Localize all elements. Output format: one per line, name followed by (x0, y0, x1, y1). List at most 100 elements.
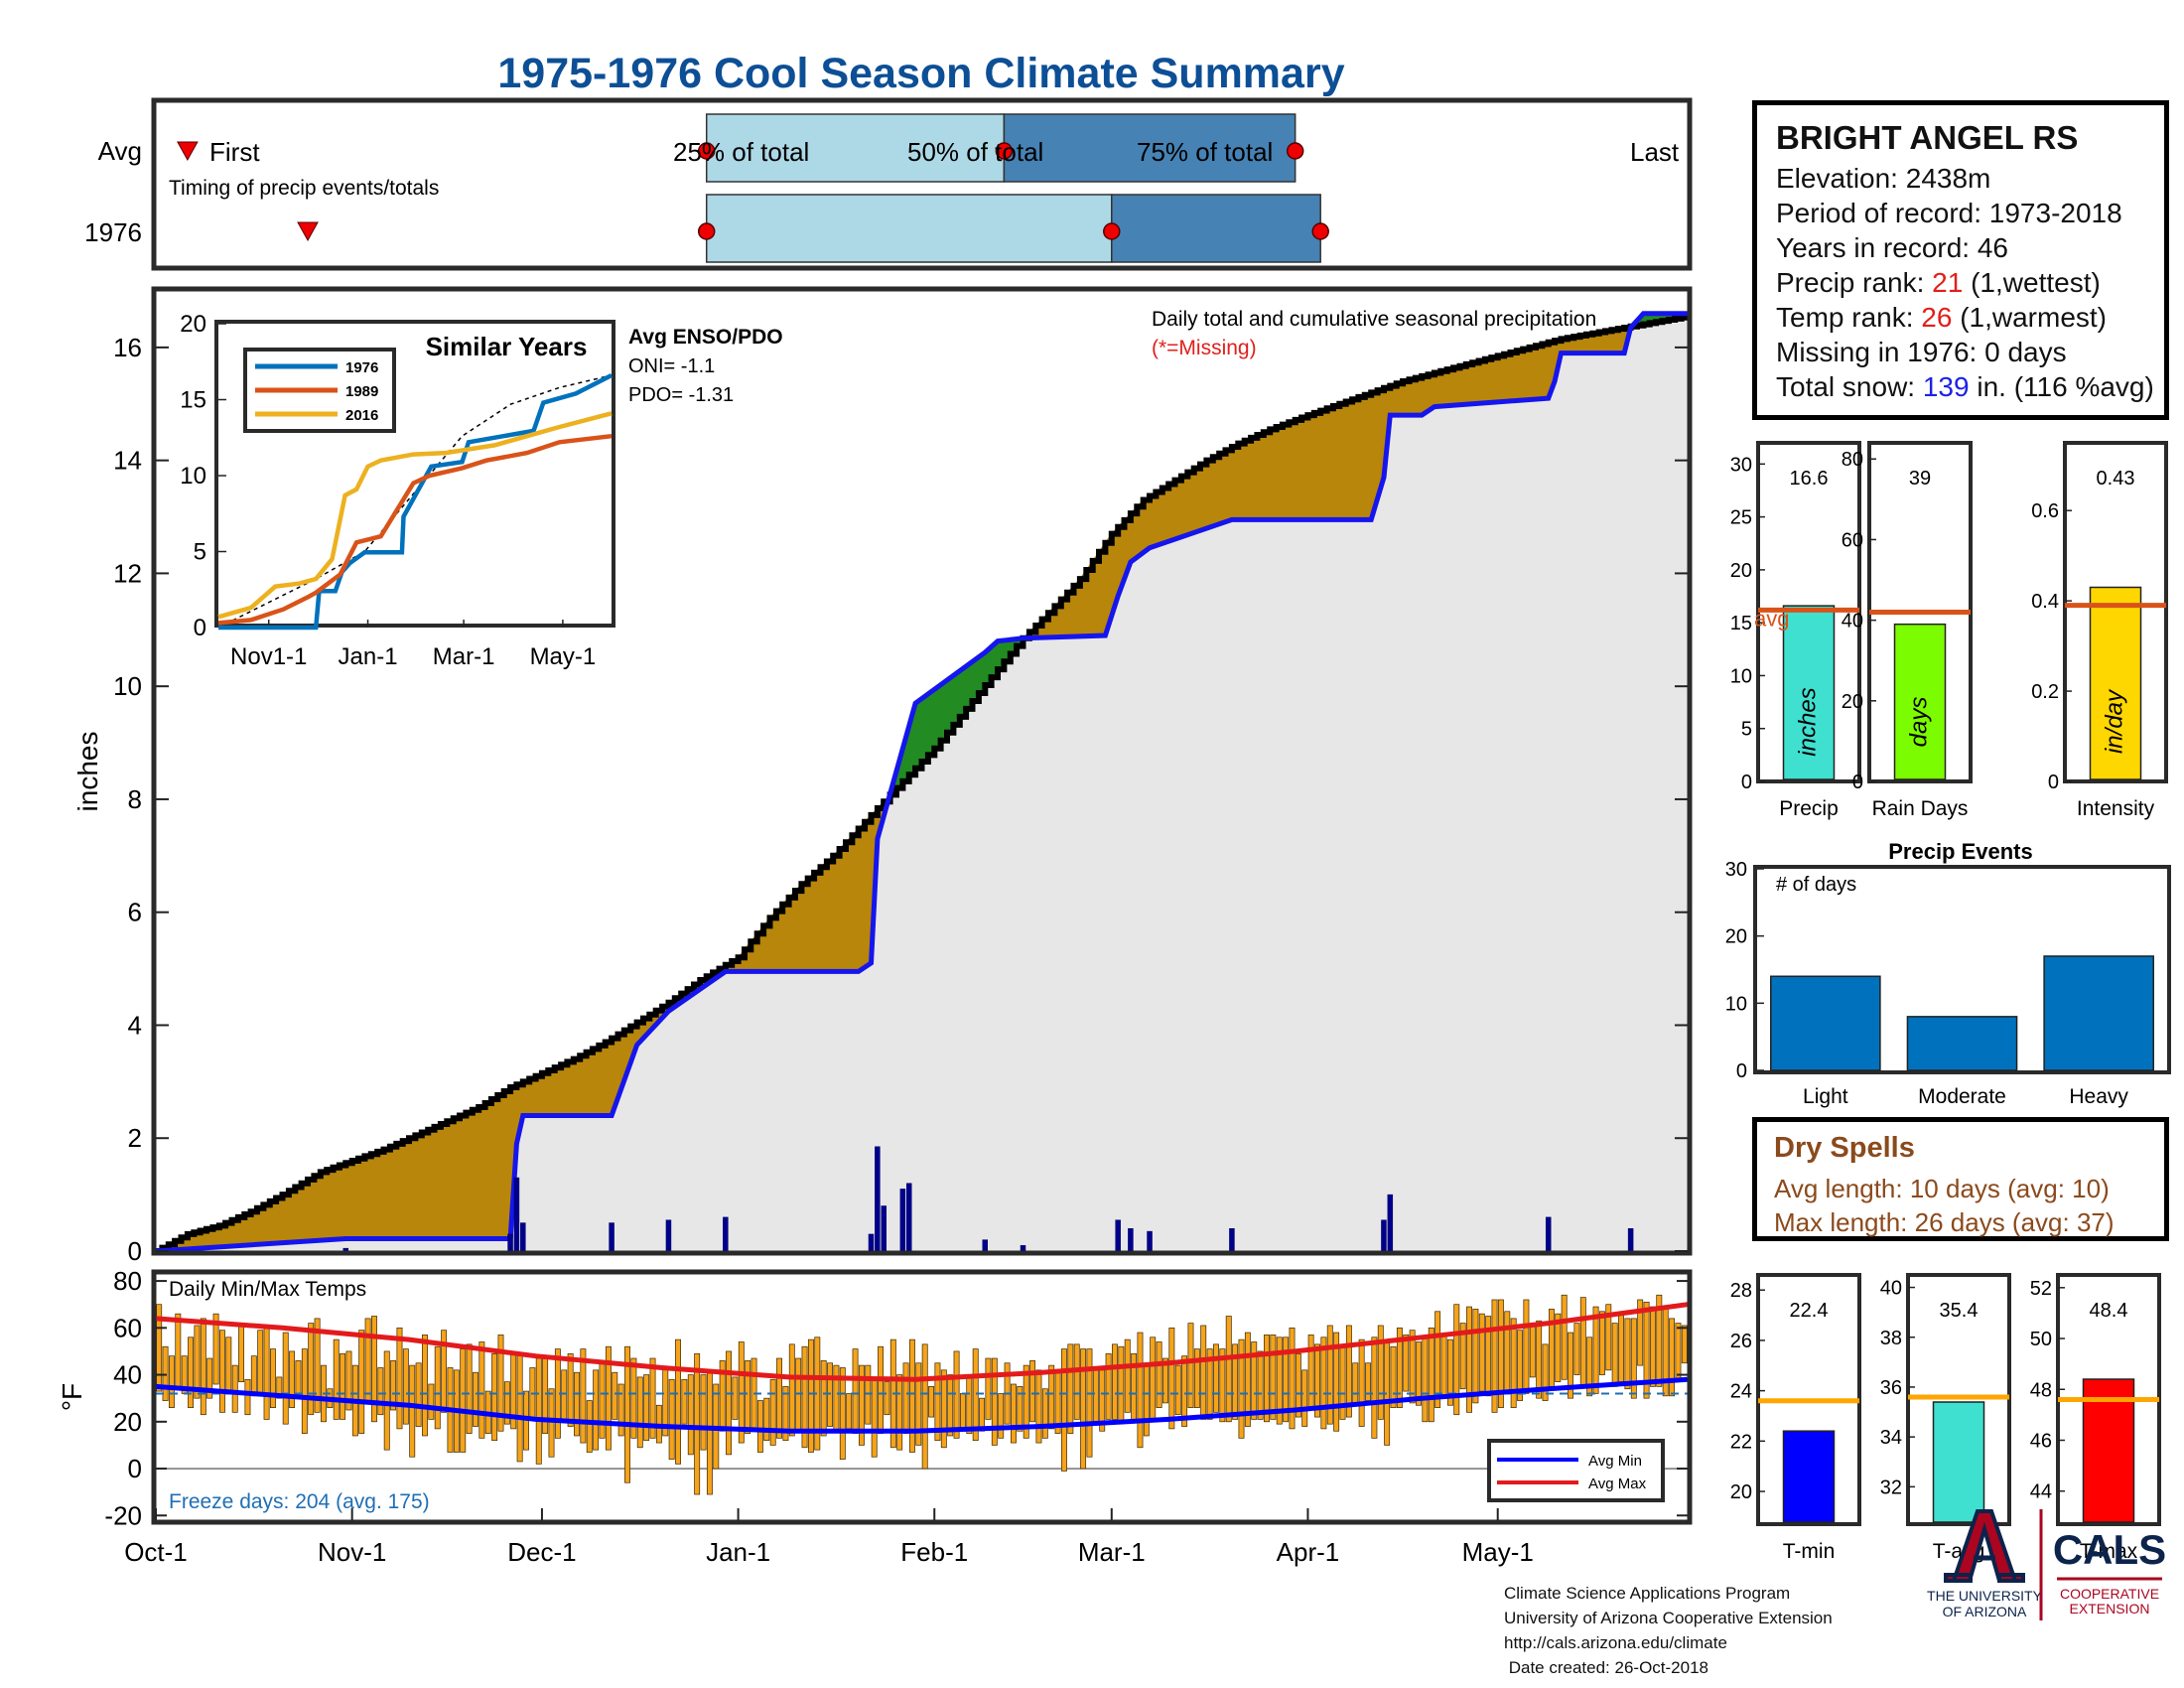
x-tick-label: Feb-1 (900, 1537, 968, 1567)
daily-temp-range-bar (801, 1345, 808, 1449)
inset-y-tick-label: 15 (180, 387, 206, 414)
daily-temp-range-bar (1517, 1330, 1523, 1401)
precip-bar-panels: 16.6 Precip 0 5 10 15 20 25 30 inches avg 39 Rain Da… (1730, 441, 2168, 820)
main-y-tick-label: 2 (128, 1123, 142, 1153)
precip-panel-y-tick-label: 0.6 (2031, 500, 2059, 522)
daily-precip-bar (1128, 1227, 1134, 1252)
daily-temp-range-bar (921, 1343, 928, 1470)
daily-precip-bar (1545, 1216, 1552, 1252)
years-label: Years in record: (1776, 232, 1978, 263)
daily-temp-range-bar (839, 1367, 846, 1460)
daily-temp-range-bar (719, 1360, 726, 1432)
daily-temp-range-bar (605, 1345, 612, 1451)
daily-temp-range-bar (1041, 1388, 1048, 1439)
daily-temp-range-bar (257, 1330, 264, 1397)
daily-temp-range-bar (599, 1362, 606, 1439)
temp-summary-panel-y-tick-label: 20 (1730, 1481, 1752, 1503)
avg-min-line (155, 1376, 1689, 1434)
inset-legend: 1976 1989 2016 (255, 359, 378, 424)
station-precip-rank: Precip rank: 21 (1,wettest) (1776, 267, 2101, 299)
temp-y-tick-label: -20 (104, 1500, 142, 1530)
daily-temp-range-bar (1314, 1343, 1320, 1418)
daily-temp-range-bar (700, 1374, 707, 1451)
daily-temp-range-bar (827, 1362, 833, 1427)
snow-label: Total snow: (1776, 371, 1923, 402)
daily-temp-range-bar (250, 1355, 257, 1397)
temp-plot-area (155, 1294, 1689, 1495)
daily-temp-range-bar (1011, 1383, 1017, 1444)
daily-temp-range-bar (846, 1393, 853, 1430)
temp-summary-panel-y-tick-label: 52 (2030, 1278, 2052, 1300)
temp-summary-panel-y-tick-label: 40 (1880, 1278, 1902, 1300)
daily-temp-range-bar (1396, 1327, 1403, 1408)
x-tick-label: Apr-1 (1277, 1537, 1340, 1567)
daily-temp-range-bar (908, 1338, 915, 1453)
daily-temp-range-bar (871, 1378, 878, 1458)
daily-temp-range-bar (1478, 1313, 1485, 1392)
daily-temp-range-bar (358, 1330, 365, 1434)
daily-precip-bar (723, 1216, 729, 1252)
daily-temp-range-bar (934, 1362, 941, 1442)
daily-temp-range-bar (1624, 1318, 1631, 1390)
daily-temp-range-bar (668, 1378, 675, 1460)
daily-temp-range-bar (1504, 1311, 1511, 1394)
precip-panel-y-tick-label: 0 (1852, 772, 1863, 793)
station-years: Years in record: 46 (1776, 232, 2008, 264)
daily-temp-range-bar (1434, 1311, 1441, 1408)
period-value: 1973-2018 (1988, 198, 2122, 228)
period-label: Period of record: (1776, 198, 1989, 228)
daily-temp-range-bar (675, 1338, 681, 1465)
main-chart-title: Daily total and cumulative seasonal prec… (1152, 308, 1596, 331)
daily-temp-range-bar (1251, 1341, 1258, 1420)
station-info-box: BRIGHT ANGEL RS Elevation: 2438m Period … (1752, 100, 2169, 420)
daily-temp-range-bar (218, 1330, 225, 1413)
temp-summary-panel-y-tick-label: 32 (1880, 1477, 1902, 1498)
precip-events-chart: Precip Events Light Moderate Heavy0102030 … (1725, 839, 2171, 1108)
precip-panel-y-tick-label: 30 (1730, 454, 1752, 476)
inset-legend-label-2016: 2016 (345, 407, 378, 424)
precip-panel-unit-label: in/day (2101, 688, 2127, 754)
daily-precip-bar (1381, 1219, 1387, 1252)
temp-summary-panel-y-tick-label: 22 (1730, 1431, 1752, 1453)
daily-temp-range-bar (985, 1357, 992, 1420)
credit-url[interactable]: http://cals.arizona.edu/climate (1504, 1633, 1727, 1652)
temp-rank-value: 26 (1921, 302, 1953, 333)
timing-q75-label: 75% of total (1137, 137, 1273, 167)
daily-temp-range-bar (940, 1369, 947, 1449)
temp-y-tick-label: 20 (113, 1407, 142, 1437)
timing-quartile-marker-avg (1286, 142, 1304, 160)
main-y-tick-label: 10 (113, 671, 142, 701)
daily-temp-range-bar (1675, 1323, 1682, 1380)
daily-temp-range-bar (1137, 1332, 1144, 1449)
daily-temp-range-bar (1035, 1369, 1042, 1444)
inset-y-tick-label: 5 (194, 539, 206, 566)
daily-temp-range-bar (478, 1341, 485, 1439)
station-period: Period of record: 1973-2018 (1776, 198, 2122, 229)
inset-plot-area: 0 5 10 15 20 Nov1-1 Jan-1 Mar-1 May-1 (180, 311, 614, 670)
daily-precip-bar (982, 1239, 989, 1252)
daily-temp-range-bar (567, 1352, 574, 1427)
daily-temp-range-bar (175, 1313, 182, 1390)
daily-temp-range-bar (1611, 1323, 1618, 1387)
daily-temp-range-bar (732, 1376, 739, 1420)
inset-x-tick-label: Jan-1 (339, 643, 398, 670)
precip-panel-x-label: Precip (1779, 797, 1839, 820)
daily-temp-range-bar (896, 1374, 903, 1451)
main-y-tick-label: 0 (128, 1236, 142, 1266)
daily-temp-range-bar (535, 1357, 542, 1465)
precip-panel-y-tick-label: 0.2 (2031, 681, 2059, 703)
elevation-label: Elevation: (1776, 163, 1906, 194)
ua-text-line1: THE UNIVERSITY (1927, 1588, 2043, 1604)
temp-rank-note: (1,warmest) (1952, 302, 2108, 333)
temp-summary-panel-y-tick-label: 24 (1730, 1381, 1752, 1403)
legend-avg-min-label: Avg Min (1588, 1453, 1642, 1470)
years-value: 46 (1977, 232, 2009, 263)
daily-precip-bar (609, 1222, 614, 1252)
x-tick-label: Dec-1 (507, 1537, 576, 1567)
daily-temp-range-bar (162, 1345, 169, 1401)
daily-temp-range-bar (1422, 1336, 1429, 1423)
inset-series-line-1976 (218, 372, 614, 631)
daily-temp-range-bar (289, 1350, 296, 1408)
precip-panel-y-tick-label: 5 (1741, 719, 1752, 741)
daily-temp-range-bar (238, 1323, 245, 1382)
